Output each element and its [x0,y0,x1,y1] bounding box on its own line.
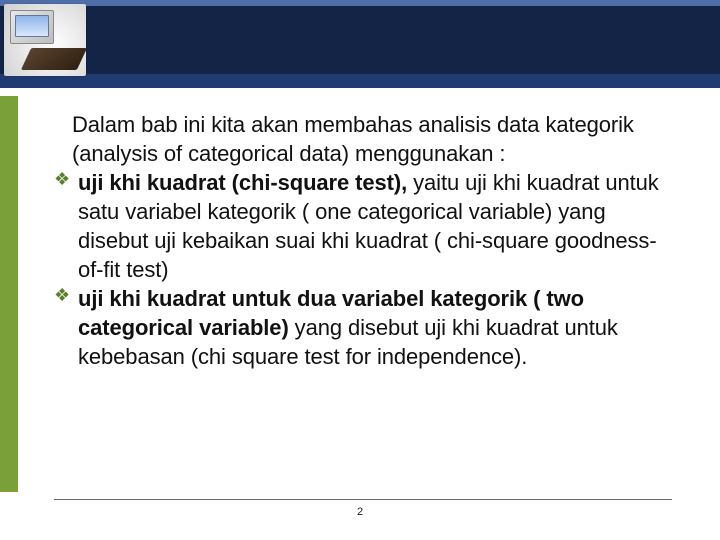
monitor-screen [15,15,49,37]
bullet-bold-text: uji khi kuadrat (chi-square test), [78,170,407,195]
footer-divider [54,499,672,500]
page-number: 2 [0,506,720,518]
bullet-item: ❖ uji khi kuadrat (chi-square test), yai… [54,168,672,284]
intro-paragraph: Dalam bab ini kita akan membahas analisi… [72,110,672,168]
logo-image [4,4,86,76]
body-content: Dalam bab ini kita akan membahas analisi… [60,110,672,371]
diamond-bullet-icon: ❖ [54,286,70,304]
band-mid [0,6,720,74]
slide: Dalam bab ini kita akan membahas analisi… [0,0,720,540]
header-band [0,0,720,96]
left-accent-bar [0,96,18,492]
bullet-item: ❖ uji khi kuadrat untuk dua variabel kat… [54,284,672,371]
diamond-bullet-icon: ❖ [54,170,70,188]
keyboard-icon [21,48,86,70]
band-bottom [0,74,720,88]
monitor-icon [10,10,54,44]
